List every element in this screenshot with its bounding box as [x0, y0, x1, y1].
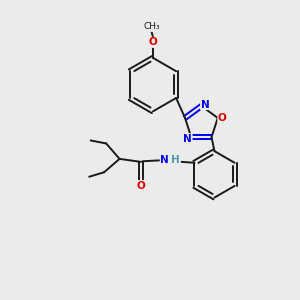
Text: CH₃: CH₃: [143, 22, 160, 32]
Text: N: N: [201, 100, 209, 110]
Text: N: N: [160, 155, 169, 165]
Text: H: H: [171, 155, 179, 165]
Text: O: O: [148, 38, 157, 47]
Text: O: O: [218, 113, 226, 123]
Text: O: O: [136, 181, 145, 190]
Text: N: N: [183, 134, 192, 144]
